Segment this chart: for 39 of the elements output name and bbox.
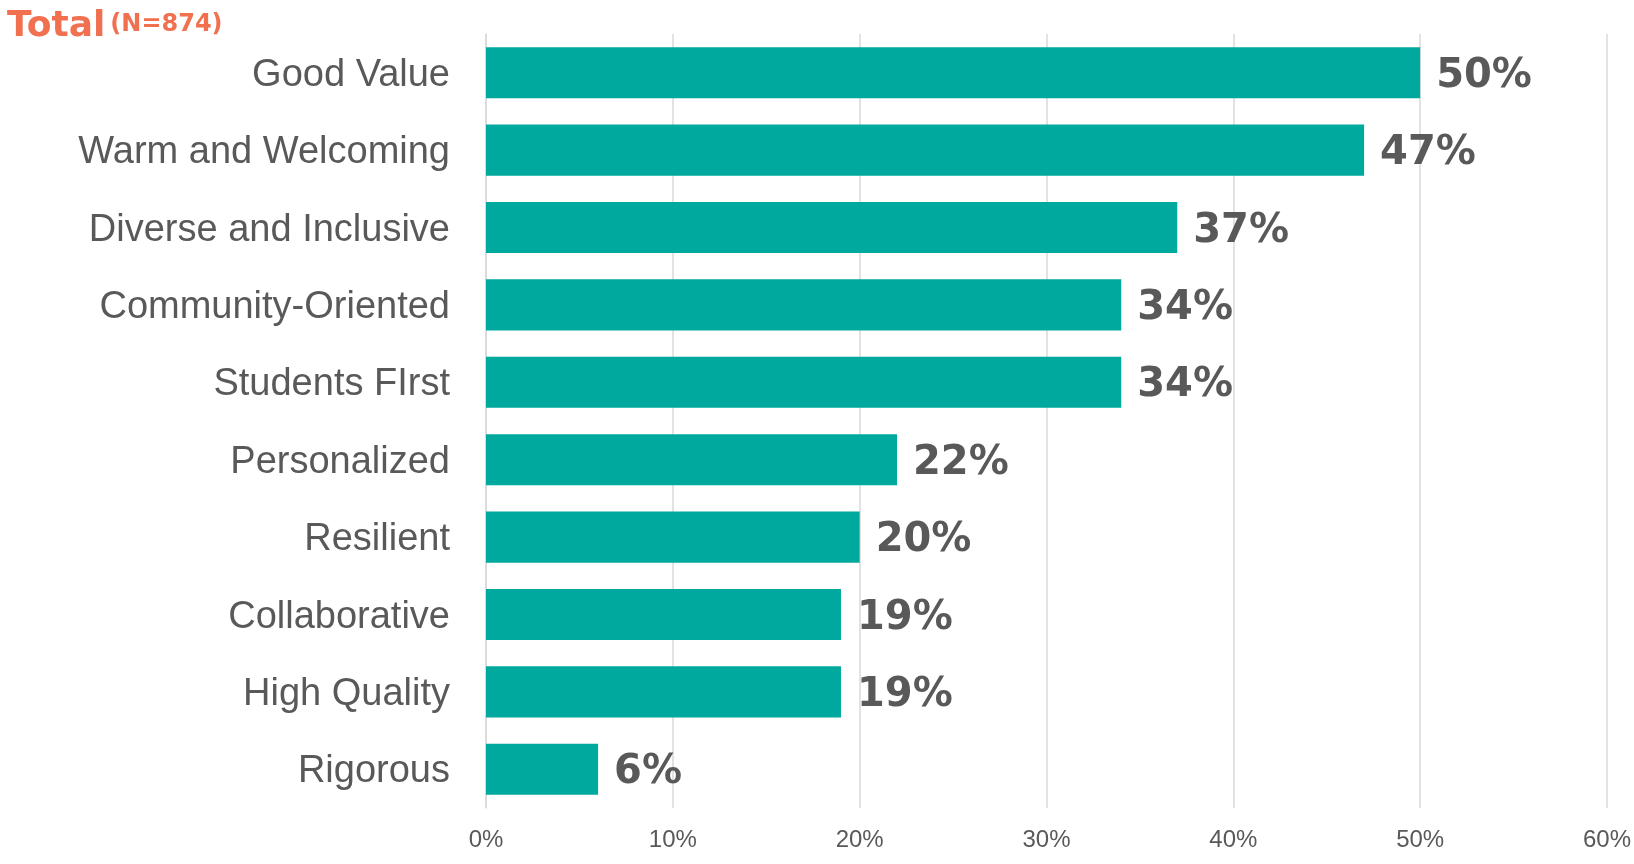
y-tick-label: Rigorous: [297, 748, 450, 791]
data-label: 19%: [856, 668, 953, 715]
data-label: 20%: [875, 514, 972, 561]
x-tick-label: 30%: [1022, 824, 1071, 852]
text: Total: [7, 2, 106, 44]
data-label: 6%: [614, 746, 683, 793]
y-tick-label: Personalized: [230, 438, 450, 481]
bar: [486, 279, 1122, 331]
x-tick-label: 0%: [468, 824, 504, 852]
x-tick-label: 60%: [1582, 824, 1632, 852]
bar: [486, 666, 841, 718]
text: (N=874): [110, 9, 223, 37]
x-tick-label: 40%: [1209, 824, 1258, 852]
y-tick-label: Diverse and Inclusive: [88, 206, 450, 249]
bar: [486, 511, 860, 563]
data-label: 22%: [913, 436, 1009, 483]
x-tick-label: 50%: [1396, 824, 1445, 852]
bar: [486, 201, 1178, 254]
y-tick-label: Warm and Welcoming: [78, 129, 450, 172]
data-label: 19%: [856, 591, 953, 638]
data-label: 37%: [1193, 204, 1290, 251]
data-label: 34%: [1137, 359, 1233, 406]
bar: [486, 434, 898, 486]
y-tick-label: Resilient: [304, 516, 451, 559]
bar: [486, 124, 1365, 176]
data-label: 50%: [1436, 49, 1532, 96]
bar: [486, 47, 1421, 99]
y-tick-label: Good Value: [252, 51, 450, 94]
x-tick-label: 10%: [648, 824, 697, 852]
bar: [486, 588, 841, 641]
y-tick-label: Students FIrst: [213, 361, 451, 404]
x-tick-label: 20%: [835, 824, 884, 852]
y-tick-label: High Quality: [243, 670, 450, 713]
y-tick-label: Community-Oriented: [99, 283, 450, 326]
data-label: 47%: [1380, 127, 1476, 174]
y-tick-label: Collaborative: [228, 593, 450, 636]
bar: [486, 743, 599, 795]
data-label: 34%: [1137, 281, 1233, 328]
bar: [486, 356, 1122, 408]
